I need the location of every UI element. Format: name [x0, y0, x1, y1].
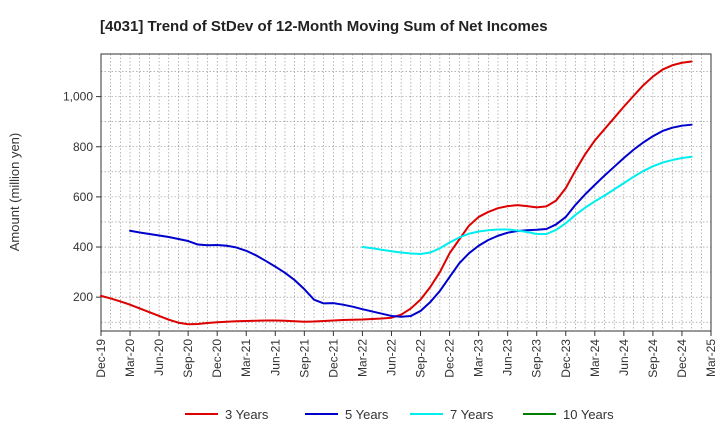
x-tick-label: Mar-25 — [704, 339, 718, 377]
series-line-7-years — [361, 155, 693, 256]
x-tick-label: Mar-23 — [472, 339, 486, 377]
x-tick-label: Mar-24 — [588, 339, 602, 377]
x-tick-label: Sep-23 — [530, 339, 544, 378]
x-tick-label: Mar-22 — [355, 339, 369, 377]
x-tick-label: Jun-20 — [152, 339, 166, 376]
plot-area — [100, 53, 712, 332]
series-lines — [100, 60, 693, 326]
y-tick-label: 400 — [73, 240, 93, 254]
y-axis-label: Amount (million yen) — [7, 133, 22, 252]
y-axis-ticks: 200 400 600 800 1,000 — [63, 90, 101, 304]
legend-label: 5 Years — [345, 407, 389, 422]
y-tick-label: 200 — [73, 290, 93, 304]
x-tick-label: Jun-24 — [617, 339, 631, 376]
x-tick-label: Mar-20 — [123, 339, 137, 377]
y-tick-label: 1,000 — [63, 90, 93, 104]
series-line-3-years — [100, 60, 693, 326]
legend-label: 10 Years — [563, 407, 614, 422]
legend-label: 3 Years — [225, 407, 269, 422]
x-tick-label: Dec-23 — [559, 339, 573, 378]
x-tick-label: Jun-22 — [384, 339, 398, 376]
x-tick-label: Dec-21 — [326, 339, 340, 378]
series-line-5-years — [129, 123, 693, 318]
x-tick-label: Dec-22 — [443, 339, 457, 378]
grid-lines — [100, 54, 712, 331]
legend-label: 7 Years — [450, 407, 494, 422]
x-tick-label: Sep-21 — [297, 339, 311, 378]
x-tick-label: Dec-24 — [675, 339, 689, 378]
legend: 3 Years 5 Years 7 Years 10 Years — [185, 407, 614, 422]
x-tick-label: Dec-20 — [210, 339, 224, 378]
x-tick-label: Dec-19 — [94, 339, 108, 378]
x-tick-label: Jun-23 — [501, 339, 515, 376]
y-tick-label: 600 — [73, 190, 93, 204]
x-tick-label: Sep-22 — [414, 339, 428, 378]
x-tick-label: Sep-20 — [181, 339, 195, 378]
y-tick-label: 800 — [73, 140, 93, 154]
x-tick-label: Mar-21 — [239, 339, 253, 377]
x-tick-label: Sep-24 — [646, 339, 660, 378]
x-tick-label: Jun-21 — [268, 339, 282, 376]
x-axis-ticks: Dec-19 Mar-20 Jun-20 Sep-20 Dec-20 Mar-21 Jun-… — [94, 331, 718, 378]
chart-title: [4031] Trend of StDev of 12-Month Moving… — [100, 18, 548, 35]
